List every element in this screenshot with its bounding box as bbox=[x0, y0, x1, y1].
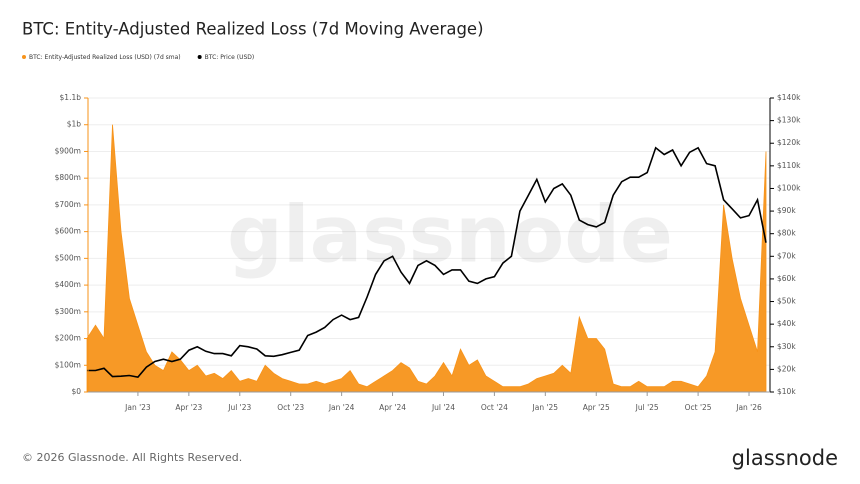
loss-area bbox=[86, 124, 767, 393]
logo: glassnode bbox=[732, 446, 838, 470]
legend-marker bbox=[197, 55, 202, 59]
chart-title: BTC: Entity-Adjusted Realized Loss (7d M… bbox=[22, 20, 484, 39]
y2-tick-label: $60k bbox=[777, 274, 796, 283]
y2-tick-label: $70k bbox=[777, 251, 796, 260]
y2-tick-label: $20k bbox=[777, 364, 796, 373]
x-tick-label: Jan '25 bbox=[532, 403, 559, 412]
x-tick-label: Jan '24 bbox=[328, 403, 355, 412]
x-tick-label: Oct '24 bbox=[481, 403, 508, 412]
watermark: glassnode bbox=[227, 190, 673, 280]
y2-tick-label: $40k bbox=[777, 319, 796, 328]
y-tick-label: $800m bbox=[55, 173, 81, 182]
y-tick-label: $200m bbox=[55, 334, 81, 343]
y-tick-label: $500m bbox=[55, 253, 81, 262]
y2-tick-label: $80k bbox=[777, 229, 796, 238]
x-tick-label: Oct '25 bbox=[685, 403, 712, 412]
y-tick-label: $100m bbox=[55, 360, 81, 369]
price-line bbox=[87, 146, 767, 378]
y2-tick-label: $90k bbox=[777, 206, 796, 215]
y-tick-label: $700m bbox=[55, 200, 81, 209]
y2-tick-label: $130k bbox=[777, 116, 801, 125]
legend-label: BTC: Price (USD) bbox=[205, 54, 255, 61]
x-tick-label: Jul '25 bbox=[635, 403, 659, 412]
legend-label: BTC: Entity-Adjusted Realized Loss (USD)… bbox=[29, 54, 181, 61]
x-tick-label: Apr '24 bbox=[379, 403, 406, 412]
footer: © 2026 Glassnode. All Rights Reserved. bbox=[22, 451, 242, 464]
y-tick-label: $400m bbox=[55, 280, 81, 289]
x-tick-label: Apr '23 bbox=[175, 403, 202, 412]
legend-marker bbox=[22, 55, 26, 59]
y2-tick-label: $140k bbox=[777, 93, 801, 102]
x-tick-label: Jan '26 bbox=[735, 403, 762, 412]
x-tick-label: Jul '24 bbox=[431, 403, 455, 412]
y-tick-label: $300m bbox=[55, 307, 81, 316]
y-tick-label: $1b bbox=[67, 120, 82, 129]
x-tick-label: Apr '25 bbox=[583, 403, 610, 412]
y2-tick-label: $110k bbox=[777, 161, 801, 170]
y-tick-label: $0 bbox=[71, 387, 81, 396]
x-tick-label: Jul '23 bbox=[227, 403, 251, 412]
y2-tick-label: $50k bbox=[777, 297, 796, 306]
y-tick-label: $1.1b bbox=[60, 93, 82, 102]
y2-tick-label: $120k bbox=[777, 138, 801, 147]
y2-tick-label: $30k bbox=[777, 342, 796, 351]
y-tick-label: $600m bbox=[55, 227, 81, 236]
y2-tick-label: $10k bbox=[777, 387, 796, 396]
y2-tick-label: $100k bbox=[777, 183, 801, 192]
y-tick-label: $900m bbox=[55, 146, 81, 155]
x-tick-label: Oct '23 bbox=[277, 403, 304, 412]
x-tick-label: Jan '23 bbox=[124, 403, 151, 412]
